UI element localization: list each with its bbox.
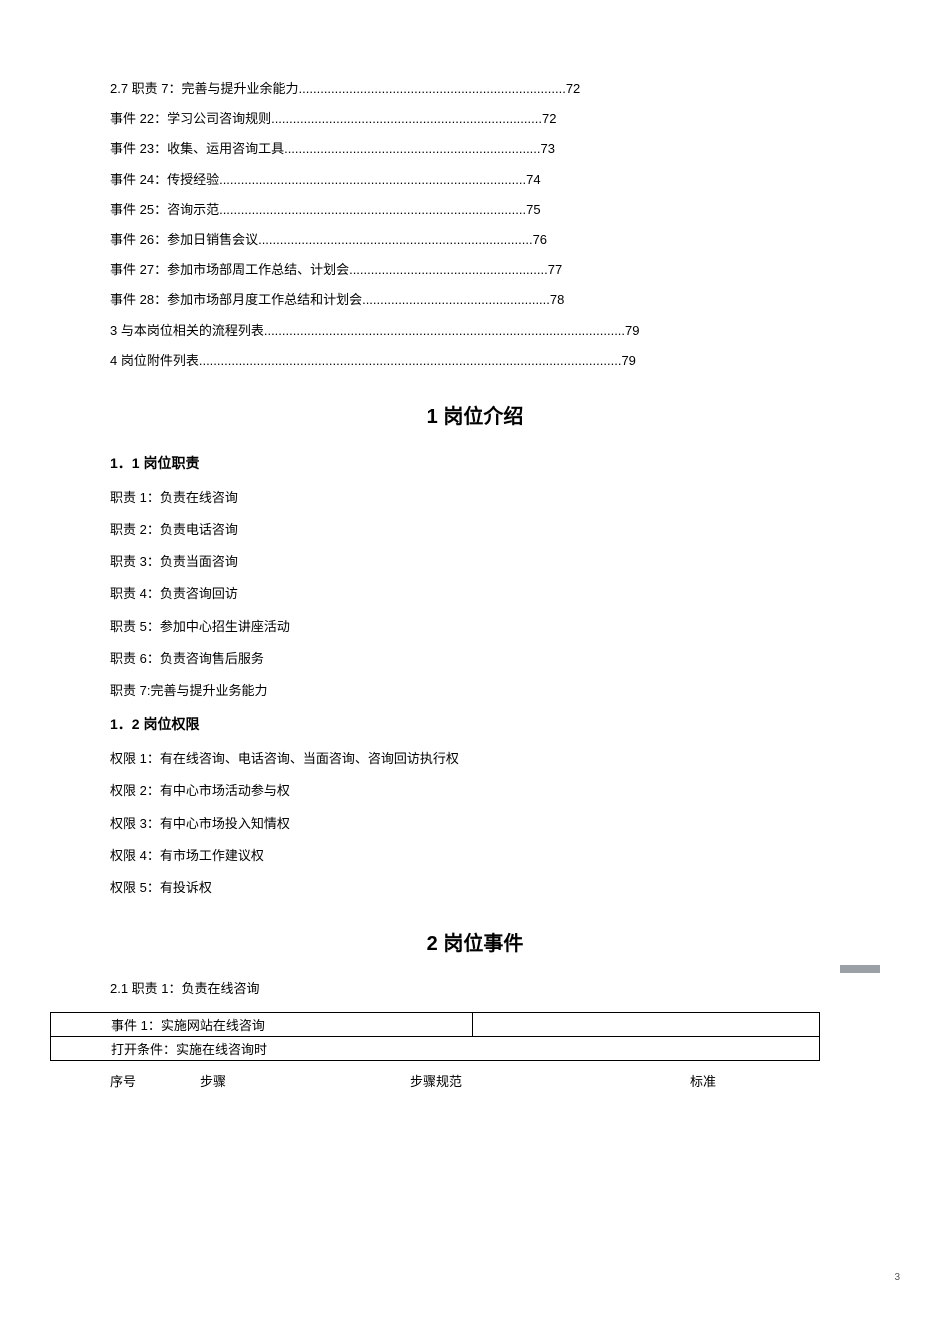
section-1-title: 1 岗位介绍	[110, 400, 840, 429]
toc-dots: ........................................…	[271, 111, 542, 126]
toc-entry: 事件 27：参加市场部周工作总结、计划会....................…	[110, 261, 840, 279]
permission-item: 权限 2：有中心市场活动参与权	[110, 782, 840, 800]
toc-dots: ........................................…	[258, 232, 533, 247]
permission-item: 权限 3：有中心市场投入知情权	[110, 815, 840, 833]
col-seq: 序号	[110, 1071, 200, 1090]
event-table-row: 事件 1：实施网站在线咨询	[50, 1012, 820, 1036]
toc-label: 事件 27：参加市场部周工作总结、计划会	[110, 262, 349, 277]
toc-dots: ........................................…	[349, 262, 548, 277]
toc-entry: 事件 23：收集、运用咨询工具.........................…	[110, 140, 840, 158]
col-spec: 步骤规范	[410, 1071, 690, 1090]
toc-dots: ........................................…	[284, 141, 540, 156]
toc-page: 75	[526, 202, 540, 217]
duty-item: 职责 2：负责电话咨询	[110, 521, 840, 539]
toc-label: 3 与本岗位相关的流程列表	[110, 323, 264, 338]
toc-entry: 3 与本岗位相关的流程列表...........................…	[110, 322, 840, 340]
page-number: 3	[894, 1272, 900, 1283]
toc-entry: 事件 24：传授经验..............................…	[110, 171, 840, 189]
toc-label: 事件 26：参加日销售会议	[110, 232, 258, 247]
event-table: 事件 1：实施网站在线咨询 打开条件：实施在线咨询时 序号 步骤 步骤规范 标准	[50, 1012, 820, 1090]
event-name-cell: 事件 1：实施网站在线咨询	[51, 1013, 473, 1036]
toc-block: 2.7 职责 7：完善与提升业余能力......................…	[110, 80, 840, 370]
col-standard: 标准	[690, 1071, 790, 1090]
toc-page: 76	[533, 232, 547, 247]
event-condition-cell: 打开条件：实施在线咨询时	[50, 1036, 820, 1061]
subsection-2-1-title: 2.1 职责 1：负责在线咨询	[110, 980, 840, 998]
toc-page: 78	[550, 292, 564, 307]
toc-label: 事件 25：咨询示范	[110, 202, 219, 217]
toc-entry: 事件 22：学习公司咨询规则..........................…	[110, 110, 840, 128]
duty-item: 职责 3：负责当面咨询	[110, 553, 840, 571]
toc-label: 4 岗位附件列表	[110, 353, 199, 368]
toc-page: 79	[625, 323, 639, 338]
toc-entry: 4 岗位附件列表................................…	[110, 352, 840, 370]
toc-page: 77	[548, 262, 562, 277]
toc-entry: 2.7 职责 7：完善与提升业余能力......................…	[110, 80, 840, 98]
toc-entry: 事件 25：咨询示范..............................…	[110, 201, 840, 219]
duty-item: 职责 7:完善与提升业务能力	[110, 682, 840, 700]
toc-label: 2.7 职责 7：完善与提升业余能力	[110, 81, 299, 96]
toc-page: 73	[541, 141, 555, 156]
permission-item: 权限 4：有市场工作建议权	[110, 847, 840, 865]
toc-dots: ........................................…	[199, 353, 622, 368]
document-page: 2.7 职责 7：完善与提升业余能力......................…	[0, 0, 950, 1090]
footer-mark	[840, 965, 880, 973]
subsection-1-1-title: 1．1 岗位职责	[110, 453, 840, 473]
toc-dots: ........................................…	[264, 323, 625, 338]
subsection-1-2-title: 1．2 岗位权限	[110, 714, 840, 734]
duty-item: 职责 5：参加中心招生讲座活动	[110, 618, 840, 636]
duty-item: 职责 1：负责在线咨询	[110, 489, 840, 507]
section-2-title: 2 岗位事件	[110, 927, 840, 956]
toc-label: 事件 24：传授经验	[110, 172, 219, 187]
toc-label: 事件 22：学习公司咨询规则	[110, 111, 271, 126]
event-table-header: 序号 步骤 步骤规范 标准	[50, 1061, 820, 1090]
toc-page: 74	[526, 172, 540, 187]
toc-label: 事件 23：收集、运用咨询工具	[110, 141, 284, 156]
toc-dots: ........................................…	[219, 202, 526, 217]
toc-entry: 事件 26：参加日销售会议...........................…	[110, 231, 840, 249]
toc-dots: ........................................…	[362, 292, 550, 307]
toc-dots: ........................................…	[219, 172, 526, 187]
toc-page: 72	[542, 111, 556, 126]
permission-item: 权限 1：有在线咨询、电话咨询、当面咨询、咨询回访执行权	[110, 750, 840, 768]
col-step: 步骤	[200, 1071, 410, 1090]
toc-dots: ........................................…	[299, 81, 566, 96]
event-empty-cell	[473, 1013, 819, 1036]
permission-item: 权限 5：有投诉权	[110, 879, 840, 897]
duty-item: 职责 6：负责咨询售后服务	[110, 650, 840, 668]
toc-label: 事件 28：参加市场部月度工作总结和计划会	[110, 292, 362, 307]
duty-item: 职责 4：负责咨询回访	[110, 585, 840, 603]
toc-page: 72	[566, 81, 580, 96]
toc-entry: 事件 28：参加市场部月度工作总结和计划会...................…	[110, 291, 840, 309]
toc-page: 79	[621, 353, 635, 368]
